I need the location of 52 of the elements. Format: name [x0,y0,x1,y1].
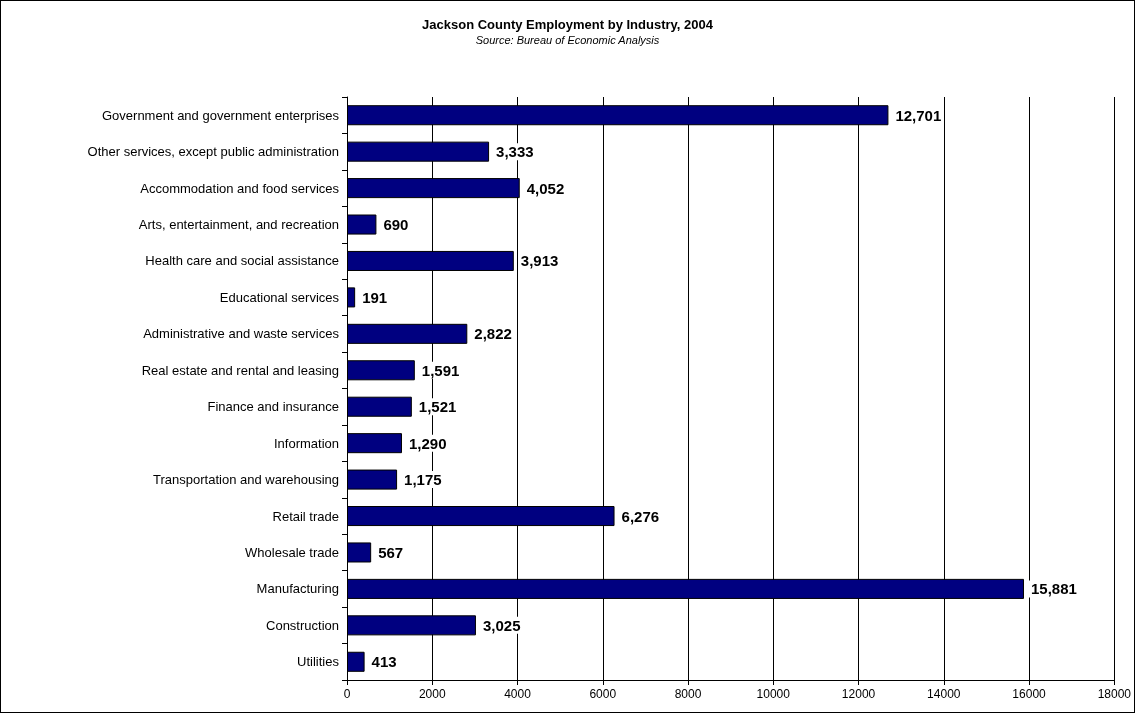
x-tick-label: 6000 [589,687,617,701]
data-label: 15,881 [1030,580,1077,598]
data-label: 413 [371,653,397,671]
chart-subtitle: Source: Bureau of Economic Analysis [475,33,660,46]
bar [347,396,412,417]
y-tick-label: Government and government enterprises [101,107,340,123]
data-label: 1,521 [418,398,457,416]
data-label: 4,052 [526,179,565,197]
x-tick-label: 18000 [1097,687,1132,701]
x-tick-label: 10000 [756,687,791,701]
bar [347,214,377,235]
y-tick-label: Real estate and rental and leasing [141,362,339,378]
bar [347,287,356,308]
data-label: 3,333 [496,143,534,161]
data-label: 1,175 [404,471,442,489]
bar [347,433,402,454]
y-tick-label: Information [273,435,339,451]
x-tick-label: 0 [343,687,351,701]
bar [347,651,365,672]
data-label: 690 [383,216,409,234]
y-tick-label: Finance and insurance [207,399,339,415]
data-label: 1,591 [421,361,460,379]
y-tick-label: Wholesale trade [245,544,339,560]
data-label: 3,025 [482,616,521,634]
x-tick-label: 14000 [927,687,961,701]
data-label: 12,701 [895,106,942,124]
y-tick-label: Retail trade [272,508,339,524]
x-tick-label: 16000 [1012,687,1047,701]
data-label: 3,913 [520,252,559,270]
bar [347,542,372,563]
y-tick-label: Manufacturing [256,581,339,597]
y-tick-label: Health care and social assistance [145,253,339,269]
data-label: 2,822 [474,325,512,343]
y-tick-label: Administrative and waste services [143,326,340,342]
y-tick-label: Arts, entertainment, and recreation [138,217,339,233]
y-tick-label: Educational services [219,289,340,305]
x-tick-label: 4000 [504,687,532,701]
y-tick-label: Construction [266,617,339,633]
data-label: 191 [362,288,388,306]
x-tick-label: 12000 [841,687,876,701]
y-tick-label: Other services, except public administration [87,144,339,160]
bar [347,469,398,490]
x-tick-label: 2000 [418,687,446,701]
y-tick-label: Transportation and warehousing [153,472,339,488]
y-tick-label: Utilities [297,654,340,670]
y-tick-label: Accommodation and food services [140,180,340,196]
data-label: 1,290 [408,434,447,452]
data-label: 567 [378,543,404,561]
bar [347,360,415,381]
chart-title: Jackson County Employment by Industry, 2004 [422,17,714,32]
data-label: 6,276 [621,507,660,525]
x-tick-label: 8000 [674,687,702,701]
